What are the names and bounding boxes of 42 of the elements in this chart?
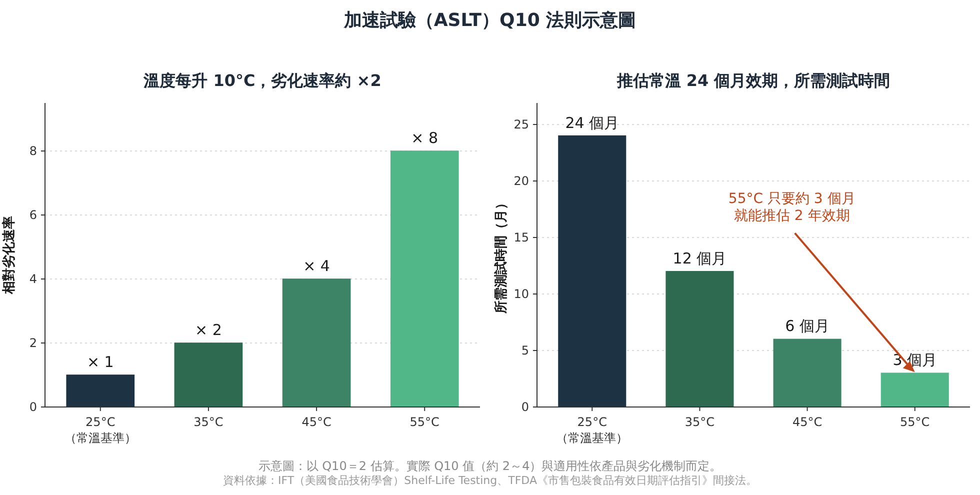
x-tick-label: 25°C （常溫基準） — [556, 415, 628, 445]
y-tick-label: 2 — [29, 336, 37, 350]
x-tick-label: 35°C — [684, 415, 715, 429]
y-tick-label: 6 — [29, 208, 37, 222]
bar — [773, 338, 842, 408]
x-tick-label: 55°C — [410, 415, 440, 429]
y-axis-title: 相對劣化速率 — [1, 216, 17, 295]
chart-title: 推估常溫 24 個月效期，所需測試時間 — [616, 71, 890, 90]
text: 示意圖：以 Q10＝2 估算。實際 Q10 值（約 2～4）與適用性依產品與劣化機制而定。 — [258, 459, 722, 473]
y-tick-label: 4 — [29, 272, 37, 286]
y-tick-label: 10 — [514, 287, 529, 302]
bar — [666, 270, 734, 408]
x-tick-label: 35°C — [194, 415, 224, 429]
data-label: 6 個月 — [785, 317, 830, 336]
text: 資料依據：IFT（美國食品技術學會）Shelf-Life Testing、TFDA《市售包裝食品有效日期評估指引》間接法。 — [223, 474, 757, 487]
y-tick-label: 20 — [514, 174, 529, 188]
y-tick-label: 0 — [29, 400, 37, 414]
bar — [282, 278, 351, 408]
data-label: × 1 — [86, 353, 114, 371]
bar — [66, 374, 135, 408]
x-tick-label: 45°C — [302, 415, 332, 429]
bar — [558, 135, 626, 408]
y-axis-title: 所需測試時間（月） — [493, 196, 509, 314]
data-label: × 8 — [411, 129, 438, 147]
y-tick-label: 0 — [521, 400, 529, 414]
data-label: 12 個月 — [672, 249, 727, 268]
bar — [880, 372, 949, 408]
text: 加速試驗（ASLT）Q10 法則示意圖 — [342, 10, 636, 31]
bar — [390, 150, 459, 408]
y-tick-label: 25 — [514, 118, 529, 132]
y-tick-label: 5 — [521, 344, 529, 358]
x-tick-label: 25°C （常溫基準） — [64, 415, 136, 445]
data-label: 24 個月 — [565, 114, 620, 132]
x-tick-label: 55°C — [900, 415, 930, 429]
data-label: × 2 — [195, 321, 222, 339]
data-label: × 4 — [303, 257, 330, 275]
x-tick-label: 45°C — [792, 415, 822, 429]
y-tick-label: 8 — [29, 144, 37, 158]
chart-title: 溫度每升 10°C，劣化速率約 ×2 — [142, 71, 382, 90]
y-tick-label: 15 — [514, 230, 529, 245]
bar — [174, 342, 243, 408]
annotation: 55°C 只要約 3 個月就能推估 2 年效期 — [728, 191, 856, 224]
